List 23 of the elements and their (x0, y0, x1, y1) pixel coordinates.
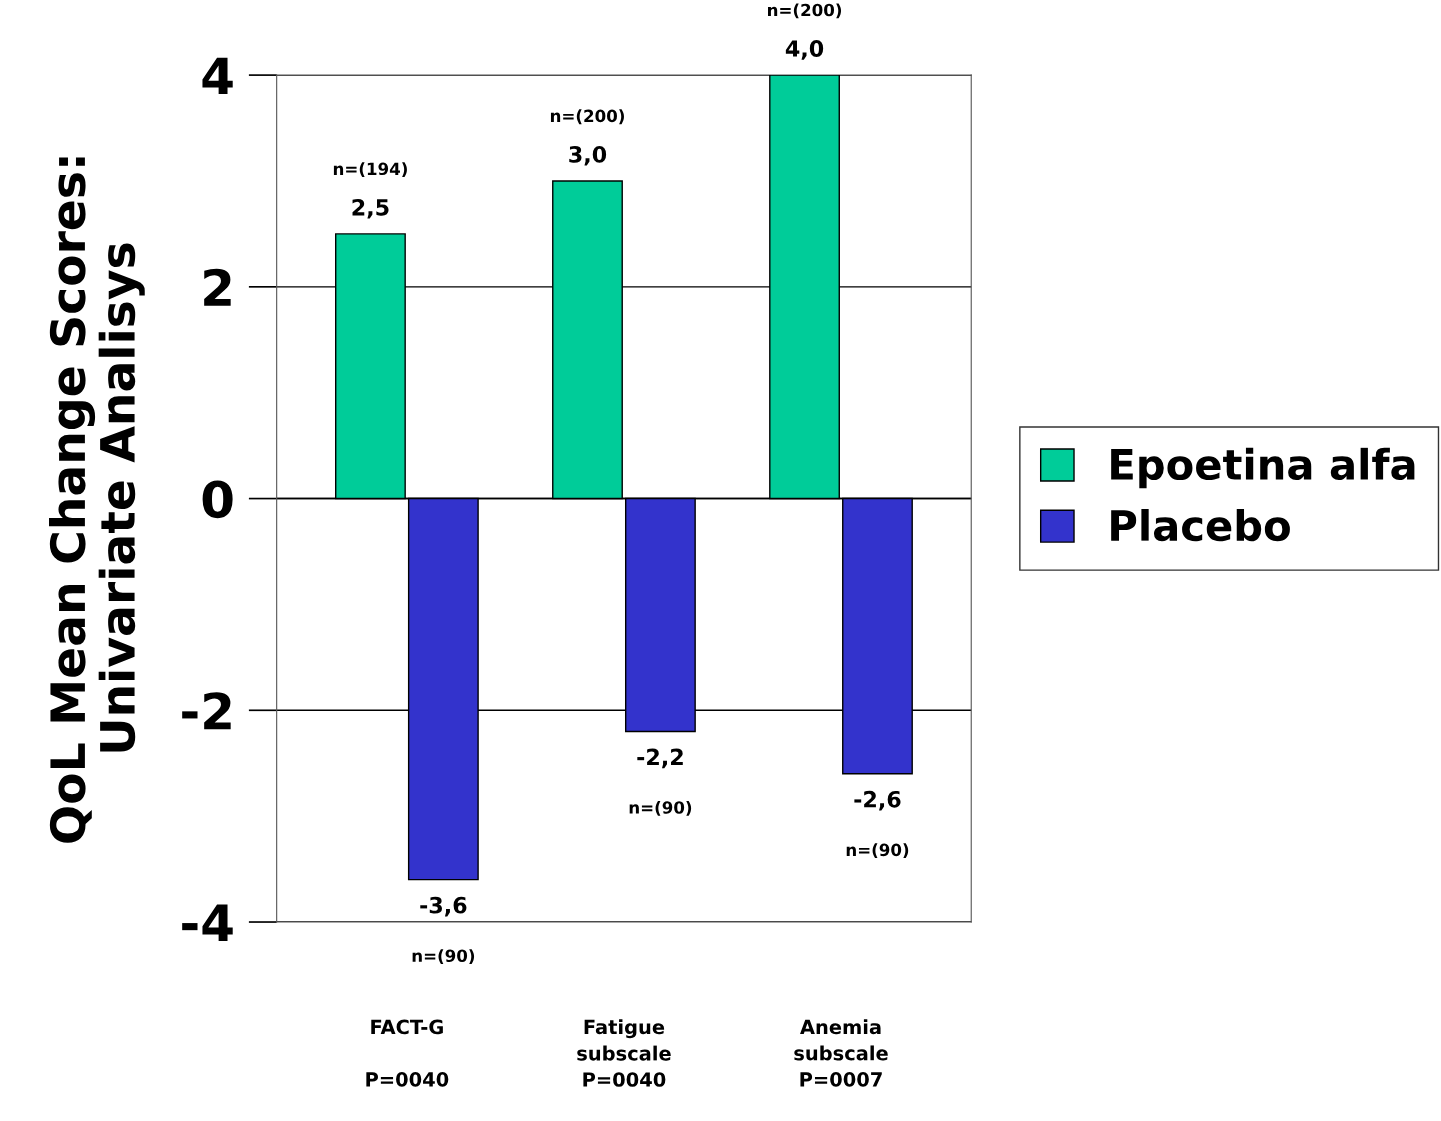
legend-label: Placebo (1111, 508, 1290, 542)
x-tick-label: Anemia subscale P=0007 (794, 1019, 888, 1087)
category-label: FACT-G P=0040 (366, 1019, 449, 1087)
annotation: n=(194) (333, 162, 407, 178)
y-tick-label: -4 (182, 904, 233, 942)
annotation: n=(200) (550, 109, 624, 125)
data-label: 4,0 (785, 40, 824, 60)
data-label: 2,5 (352, 198, 389, 219)
data-label: -3,6 (420, 896, 467, 917)
data-label: -2,2 (637, 748, 683, 769)
data-label: -2,6 (854, 790, 901, 811)
annotation: n=(90) (846, 843, 909, 859)
y-axis-title: QoL Mean Change Scores: Univariate Analisys (49, 157, 145, 843)
data-label: 3,0 (569, 145, 607, 166)
y-tick-label: 4 (202, 57, 233, 95)
annotation: n=(90) (629, 800, 692, 816)
y-tick-label: 2 (204, 268, 231, 306)
legend-label: Epoetina alfa (1111, 447, 1415, 489)
x-tick-label: Fatigue subscale P=0040 (577, 1019, 671, 1087)
text: n=(90) (412, 949, 475, 964)
y-tick-label: -2 (182, 692, 231, 730)
text: n=(200) (768, 3, 842, 19)
y-tick-label: 0 (202, 480, 233, 519)
